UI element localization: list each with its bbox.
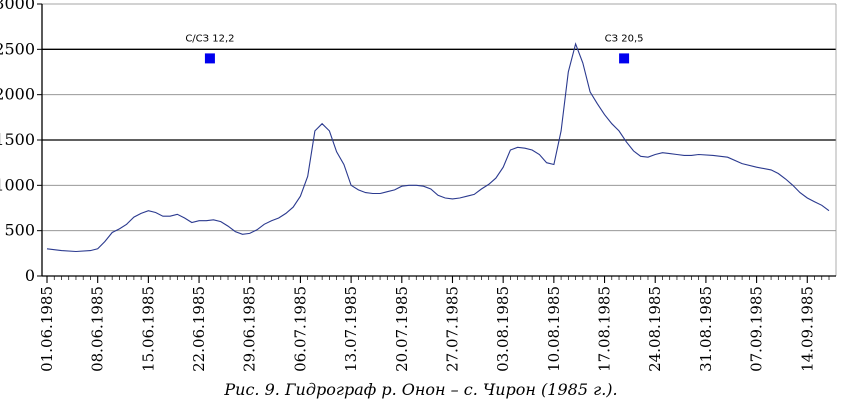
x-tick-label: 06.07.1985: [291, 286, 309, 372]
wind-label: С/СЗ 12,2: [185, 33, 234, 44]
x-tick-label: 03.08.1985: [494, 286, 512, 372]
wind-marker: [619, 53, 630, 64]
x-axis-ticks: 01.06.1985 08.06.1985 15.06.1985 22.06.1985…: [38, 276, 830, 372]
x-tick-label: 31.08.1985: [697, 286, 715, 372]
x-tick-label: 29.06.1985: [241, 286, 259, 372]
x-tick-label: 01.06.1985: [38, 286, 56, 372]
y-tick-label: 1500: [0, 130, 35, 149]
discharge-line: [46, 42, 830, 253]
wind-label: СЗ 20,5: [605, 33, 644, 44]
x-tick-label: 22.06.1985: [190, 286, 208, 372]
y-axis-ticks: 0 500 1000 1500 2000 2500 3000: [0, 0, 42, 285]
y-tick-label: 0: [25, 266, 35, 285]
x-tick-label: 27.07.1985: [443, 286, 461, 372]
y-tick-label: 1000: [0, 175, 35, 194]
y-tick-label: 2500: [0, 39, 35, 58]
x-tick-label: 07.09.1985: [748, 286, 766, 372]
x-tick-label: 13.07.1985: [342, 286, 360, 372]
x-tick-label: 08.06.1985: [89, 286, 107, 372]
hydrograph-chart: С/СЗ 12,2 СЗ 20,5 0 500 1000 1500 2000 2500 300…: [0, 0, 837, 372]
x-tick-label: 24.08.1985: [646, 286, 664, 372]
x-tick-label: 10.08.1985: [545, 286, 563, 372]
y-tick-label: 3000: [0, 0, 35, 13]
figure-caption: Рис. 9. Гидрограф р. Онон – с. Чирон (19…: [224, 380, 618, 399]
x-tick-label: 20.07.1985: [393, 286, 411, 372]
x-tick-label: 15.06.1985: [139, 286, 157, 372]
y-tick-label: 2000: [0, 85, 35, 104]
chart-series: [46, 42, 830, 253]
y-tick-label: 500: [4, 221, 35, 240]
x-tick-label: 17.08.1985: [596, 286, 614, 372]
chart-grid: [42, 3, 837, 276]
chart-markers: С/СЗ 12,2 СЗ 20,5: [185, 33, 644, 64]
wind-marker: [204, 53, 215, 64]
x-tick-label: 14.09.1985: [798, 286, 816, 372]
